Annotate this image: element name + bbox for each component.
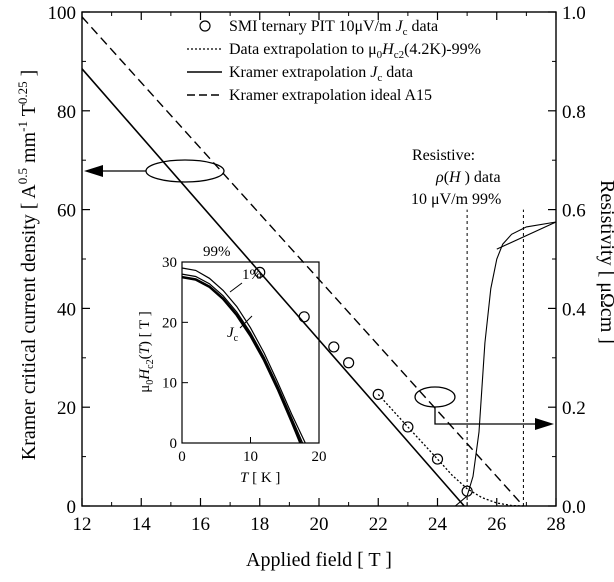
y-right-tick-label: 0.0 bbox=[562, 497, 586, 518]
series-resistive-tangent-line bbox=[496, 221, 557, 250]
series-kramer-extrapolation-j-c-data bbox=[81, 68, 465, 507]
inset-label-jc-leader bbox=[239, 315, 253, 329]
inset-y-tick-label: 30 bbox=[162, 255, 177, 271]
y-axis-left-title: Kramer critical current density [ A0.5 m… bbox=[15, 70, 40, 461]
inset-x-tick-label: 10 bbox=[243, 449, 258, 465]
data-point bbox=[298, 311, 310, 323]
series-data-extrapolation-to-0h-c2-4-2k-99 bbox=[377, 393, 524, 507]
inset-ticks: 0 10 20 0 10 20 30 bbox=[162, 255, 327, 465]
x-tick-label: 20 bbox=[310, 514, 329, 535]
inset-x-tick-label: 0 bbox=[178, 449, 186, 465]
y-left-tick-label: 60 bbox=[57, 201, 76, 222]
inset-x-tick-label: 20 bbox=[312, 449, 327, 465]
x-tick-label: 28 bbox=[547, 514, 566, 535]
resistive-subtitle: ρ(H ) data bbox=[435, 169, 501, 186]
y-left-tick-label: 40 bbox=[57, 299, 76, 320]
inset-x-title: T [ K ] bbox=[240, 470, 280, 486]
data-point bbox=[328, 341, 340, 353]
x-tick-label: 22 bbox=[369, 514, 388, 535]
resistive-title: Resistive: bbox=[412, 147, 475, 164]
legend-entry-smi: SMI ternary PIT 10μV/m Jc data bbox=[229, 18, 438, 38]
legend: SMI ternary PIT 10μV/m Jc data Data extr… bbox=[187, 18, 481, 104]
y-right-tick-label: 0.2 bbox=[562, 398, 586, 419]
main-ticks: 12 14 16 18 20 22 24 26 280204060801000.00.20.40… bbox=[48, 3, 587, 535]
legend-marker-circle bbox=[199, 20, 211, 32]
y-right-tick-label: 0.4 bbox=[562, 299, 586, 320]
legend-entry-data-extrapolation: Data extrapolation to μ0Hc2(4.2K)-99% bbox=[229, 41, 481, 61]
data-point bbox=[372, 388, 384, 400]
x-tick-label: 12 bbox=[73, 514, 92, 535]
inset-series-99 bbox=[181, 267, 306, 444]
legend-entry-kramer-jc: Kramer extrapolation Jc data bbox=[229, 64, 413, 84]
inset-series-j-c bbox=[181, 275, 302, 444]
inset-label-1-leader bbox=[229, 282, 243, 293]
y-right-tick-label: 1.0 bbox=[562, 3, 586, 24]
legend-entry-kramer-ideal: Kramer extrapolation ideal A15 bbox=[229, 87, 432, 104]
y-left-tick-label: 100 bbox=[48, 3, 77, 24]
inset-frame bbox=[181, 261, 320, 444]
inset-y-tick-label: 20 bbox=[162, 315, 177, 331]
resistive-levels: 10 μV/m 99% bbox=[411, 191, 501, 208]
y-right-tick-label: 0.6 bbox=[562, 201, 586, 222]
left-arrow-head bbox=[84, 165, 103, 177]
x-tick-label: 14 bbox=[132, 514, 152, 535]
x-tick-label: 26 bbox=[487, 514, 506, 535]
y-right-tick-label: 0.8 bbox=[562, 102, 586, 123]
inset-y-title: μ0Hc2(T) [ T ] bbox=[137, 311, 156, 393]
inset-series bbox=[181, 267, 306, 444]
data-point bbox=[343, 357, 355, 369]
left-series-ellipse bbox=[145, 159, 225, 183]
x-tick-label: 18 bbox=[250, 514, 269, 535]
inset-y-tick-label: 0 bbox=[170, 436, 178, 452]
series-resistive-h-data bbox=[454, 221, 557, 507]
right-arrow-head bbox=[535, 418, 554, 430]
x-axis-title: Applied field [ T ] bbox=[246, 549, 392, 571]
x-tick-label: 24 bbox=[428, 514, 448, 535]
y-axis-right-title: Resistivity [ μΩcm ] bbox=[596, 180, 614, 344]
y-left-tick-label: 0 bbox=[67, 497, 77, 518]
inset-label-1: 1% bbox=[242, 267, 262, 283]
inset-y-tick-label: 10 bbox=[162, 376, 177, 392]
y-left-tick-label: 20 bbox=[57, 398, 76, 419]
inset-label-99: 99% bbox=[203, 244, 231, 260]
inset-label-jc: Jc bbox=[227, 325, 239, 344]
x-tick-label: 16 bbox=[191, 514, 210, 535]
right-arrow-line bbox=[434, 407, 536, 425]
right-series-ellipse bbox=[414, 386, 456, 408]
y-left-tick-label: 80 bbox=[57, 102, 76, 123]
